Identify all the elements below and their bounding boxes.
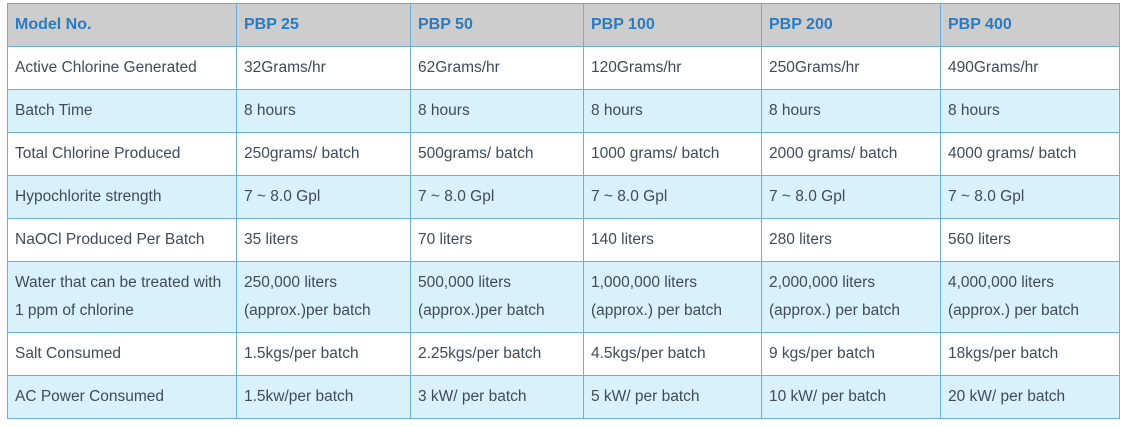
- table-row: Salt Consumed 1.5kgs/per batch 2.25kgs/p…: [7, 332, 1120, 376]
- table-cell: 560 liters: [940, 218, 1120, 262]
- table-cell: 1000 grams/ batch: [583, 132, 762, 176]
- row-label: Water that can be treated with 1 ppm of …: [7, 261, 237, 333]
- table-cell: 250,000 liters (approx.)per batch: [236, 261, 411, 333]
- table-cell: 120Grams/hr: [583, 46, 762, 90]
- cell-line: Water that can be treated with: [15, 274, 222, 291]
- table-cell: 8 hours: [940, 89, 1120, 133]
- table-cell: 3 kW/ per batch: [410, 375, 584, 419]
- table-cell: 7 ~ 8.0 Gpl: [236, 175, 411, 219]
- spec-table-container: Model No. PBP 25 PBP 50 PBP 100 PBP 200 …: [7, 3, 1120, 419]
- table-cell: 7 ~ 8.0 Gpl: [940, 175, 1120, 219]
- cell-line: (approx.) per batch: [769, 302, 900, 319]
- cell-line: 500,000 liters: [418, 274, 512, 291]
- table-cell: 62Grams/hr: [410, 46, 584, 90]
- table-cell: 10 kW/ per batch: [761, 375, 941, 419]
- table-cell: 2,000,000 liters (approx.) per batch: [761, 261, 941, 333]
- table-cell: 70 liters: [410, 218, 584, 262]
- table-cell: 35 liters: [236, 218, 411, 262]
- spec-table: Model No. PBP 25 PBP 50 PBP 100 PBP 200 …: [7, 3, 1120, 419]
- header-pbp-100: PBP 100: [583, 3, 762, 47]
- row-label: NaOCl Produced Per Batch: [7, 218, 237, 262]
- table-row: AC Power Consumed 1.5kw/per batch 3 kW/ …: [7, 375, 1120, 419]
- table-cell: 7 ~ 8.0 Gpl: [410, 175, 584, 219]
- header-model-no: Model No.: [7, 3, 237, 47]
- header-pbp-50: PBP 50: [410, 3, 584, 47]
- header-pbp-400: PBP 400: [940, 3, 1120, 47]
- table-cell: 2000 grams/ batch: [761, 132, 941, 176]
- table-cell: 490Grams/hr: [940, 46, 1120, 90]
- table-cell: 140 liters: [583, 218, 762, 262]
- row-label: AC Power Consumed: [7, 375, 237, 419]
- table-cell: 1,000,000 liters (approx.) per batch: [583, 261, 762, 333]
- table-cell: 9 kgs/per batch: [761, 332, 941, 376]
- cell-line: (approx.)per batch: [244, 302, 371, 319]
- cell-line: (approx.) per batch: [591, 302, 722, 319]
- table-cell: 8 hours: [236, 89, 411, 133]
- table-row: NaOCl Produced Per Batch 35 liters 70 li…: [7, 218, 1120, 262]
- table-cell: 32Grams/hr: [236, 46, 411, 90]
- table-row: Total Chlorine Produced 250grams/ batch …: [7, 132, 1120, 176]
- table-row: Active Chlorine Generated 32Grams/hr 62G…: [7, 46, 1120, 90]
- cell-line: 1 ppm of chlorine: [15, 302, 134, 319]
- header-row: Model No. PBP 25 PBP 50 PBP 100 PBP 200 …: [7, 3, 1120, 47]
- cell-line: 2,000,000 liters: [769, 274, 875, 291]
- cell-line: 250,000 liters: [244, 274, 338, 291]
- cell-line: 1,000,000 liters: [591, 274, 697, 291]
- table-cell: 7 ~ 8.0 Gpl: [583, 175, 762, 219]
- row-label: Hypochlorite strength: [7, 175, 237, 219]
- table-row: Water that can be treated with 1 ppm of …: [7, 261, 1120, 333]
- table-cell: 2.25kgs/per batch: [410, 332, 584, 376]
- table-cell: 8 hours: [410, 89, 584, 133]
- cell-line: 4,000,000 liters: [948, 274, 1054, 291]
- table-cell: 4.5kgs/per batch: [583, 332, 762, 376]
- row-label: Total Chlorine Produced: [7, 132, 237, 176]
- table-cell: 7 ~ 8.0 Gpl: [761, 175, 941, 219]
- table-cell: 4000 grams/ batch: [940, 132, 1120, 176]
- table-cell: 8 hours: [583, 89, 762, 133]
- table-cell: 250Grams/hr: [761, 46, 941, 90]
- table-cell: 18kgs/per batch: [940, 332, 1120, 376]
- table-cell: 280 liters: [761, 218, 941, 262]
- header-pbp-25: PBP 25: [236, 3, 411, 47]
- table-row: Hypochlorite strength 7 ~ 8.0 Gpl 7 ~ 8.…: [7, 175, 1120, 219]
- table-cell: 1.5kgs/per batch: [236, 332, 411, 376]
- table-cell: 5 kW/ per batch: [583, 375, 762, 419]
- table-cell: 1.5kw/per batch: [236, 375, 411, 419]
- cell-line: (approx.) per batch: [948, 302, 1079, 319]
- table-cell: 500grams/ batch: [410, 132, 584, 176]
- table-cell: 20 kW/ per batch: [940, 375, 1120, 419]
- row-label: Batch Time: [7, 89, 237, 133]
- cell-line: (approx.)per batch: [418, 302, 545, 319]
- row-label: Salt Consumed: [7, 332, 237, 376]
- header-pbp-200: PBP 200: [761, 3, 941, 47]
- table-row: Batch Time 8 hours 8 hours 8 hours 8 hou…: [7, 89, 1120, 133]
- table-cell: 8 hours: [761, 89, 941, 133]
- table-cell: 4,000,000 liters (approx.) per batch: [940, 261, 1120, 333]
- row-label: Active Chlorine Generated: [7, 46, 237, 90]
- table-cell: 250grams/ batch: [236, 132, 411, 176]
- table-cell: 500,000 liters (approx.)per batch: [410, 261, 584, 333]
